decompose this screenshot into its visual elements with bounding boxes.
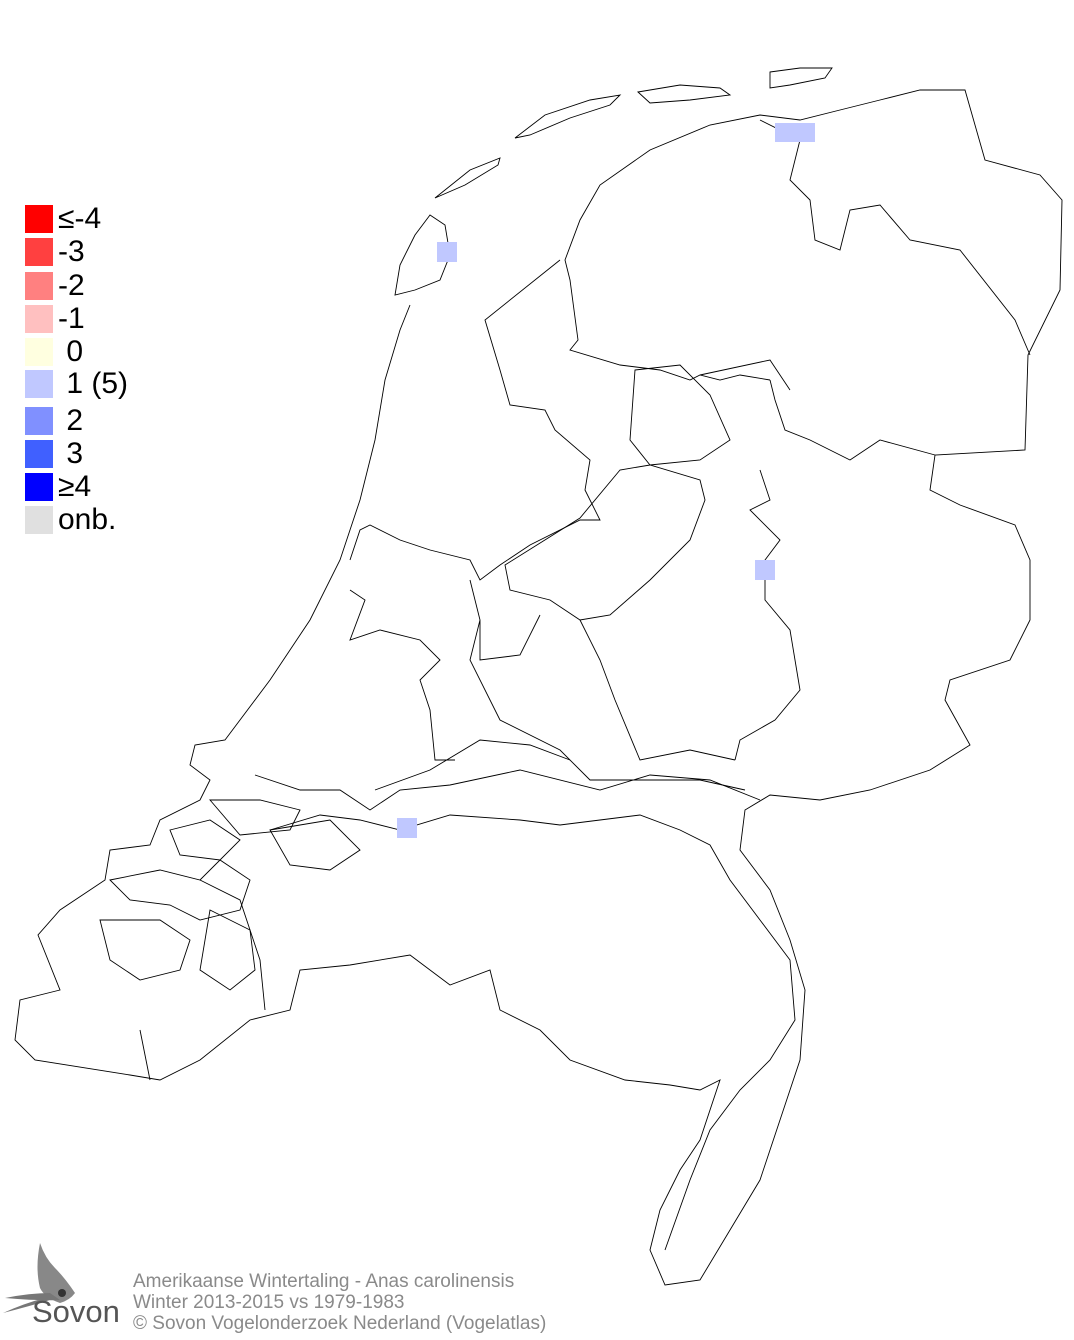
legend-label: 2 [58,404,84,437]
legend-item: 3 [25,437,84,470]
legend-label: ≥4 [58,470,92,503]
legend-swatch [25,272,53,300]
legend-swatch [25,305,53,333]
sovon-swallow-logo [3,1243,75,1313]
legend-swatch [25,370,53,398]
legend-swatch [25,205,53,233]
species-name: Amerikaanse Wintertaling - Anas caroline… [133,1271,515,1292]
province-borders [349,119,1031,791]
flevoland [504,464,706,621]
grid-cell-1 [775,123,815,142]
island-texel [394,214,451,296]
legend-item: -3 [25,235,85,268]
legend-label: onb. [58,503,117,536]
legend-label: 3 [58,437,84,470]
country-outline [14,89,1063,1286]
legend-swatch [25,407,53,435]
grid-cells [397,123,815,838]
legend-label: 1 (5) [58,367,129,400]
grid-cell-4 [397,818,417,838]
noordoostpolder [629,364,731,466]
rivers [139,739,796,1251]
zeeland-islands [99,799,361,991]
legend-label: -1 [58,302,85,335]
legend-item: -2 [25,269,85,302]
legend-swatch [25,440,53,468]
island-vlieland [434,157,501,199]
ijsselmeer-shore [349,259,601,581]
legend-swatch [25,473,53,501]
logo-text: Sovon [32,1294,120,1329]
legend-item: 1 (5) [25,367,129,400]
legend-swatch [25,506,53,534]
grid-cell-2 [437,242,457,262]
legend-label: ≤-4 [58,202,102,235]
period: Winter 2013-2015 vs 1979-1983 [133,1292,405,1313]
legend-item: 0 [25,335,84,368]
grid-cell-3 [755,560,775,580]
map-caption: Amerikaanse Wintertaling - Anas caroline… [133,1271,546,1334]
copyright: © Sovon Vogelonderzoek Nederland (Vogela… [133,1313,547,1334]
legend-item: 2 [25,404,84,437]
legend-item: -1 [25,302,85,335]
legend-label: -3 [58,235,85,268]
legend-item: ≥4 [25,470,92,503]
legend-swatch [25,238,53,266]
legend-swatch [25,338,53,366]
legend-item: ≤-4 [25,202,102,235]
island-terschelling [514,94,622,139]
legend-label: 0 [58,335,84,368]
legend-item: onb. [25,503,117,536]
island-schiermonnikoog [769,67,833,89]
island-ameland [637,84,732,104]
legend-label: -2 [58,269,85,302]
